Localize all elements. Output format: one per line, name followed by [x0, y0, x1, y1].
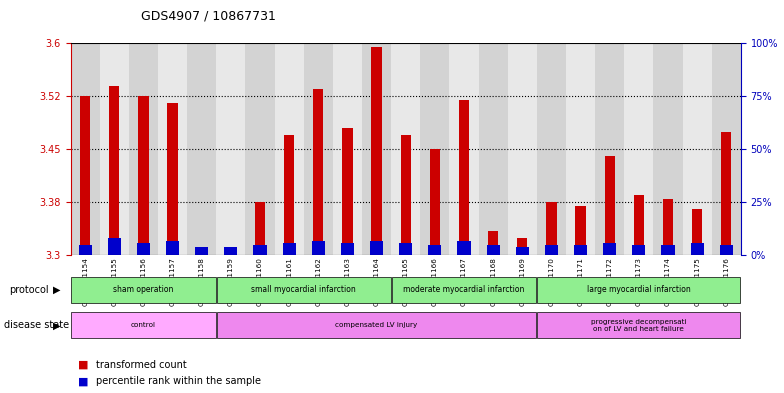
Bar [663, 199, 673, 255]
Bar [478, 43, 508, 255]
Bar [343, 128, 353, 255]
Bar [284, 135, 294, 255]
Bar [100, 43, 129, 255]
Bar [362, 43, 391, 255]
Bar [633, 245, 645, 255]
Text: compensated LV injury: compensated LV injury [336, 322, 418, 328]
Text: moderate myocardial infarction: moderate myocardial infarction [403, 285, 524, 294]
Bar [166, 241, 179, 255]
Bar [720, 245, 733, 255]
Bar [595, 43, 624, 255]
Text: small myocardial infarction: small myocardial infarction [252, 285, 356, 294]
Bar [624, 43, 653, 255]
Bar [653, 43, 683, 255]
Text: ■: ■ [78, 360, 89, 370]
Bar [312, 241, 325, 255]
Bar [80, 96, 90, 255]
Bar [245, 43, 274, 255]
Bar [545, 245, 558, 255]
Bar [168, 103, 178, 255]
Text: ▶: ▶ [53, 285, 61, 295]
Bar [401, 135, 411, 255]
Bar [224, 247, 238, 255]
Bar [107, 239, 121, 255]
Bar [391, 43, 420, 255]
Bar [575, 206, 586, 255]
Text: control: control [131, 322, 156, 328]
Bar [399, 243, 412, 255]
Bar [333, 43, 362, 255]
Bar [633, 195, 644, 255]
Bar [487, 245, 499, 255]
Bar [692, 209, 702, 255]
Bar [71, 277, 216, 303]
Bar [428, 245, 441, 255]
Bar [195, 247, 209, 255]
Bar [226, 250, 236, 255]
Bar [71, 43, 100, 255]
Bar [341, 243, 354, 255]
Bar [683, 43, 712, 255]
Text: sham operation: sham operation [113, 285, 173, 294]
Bar [253, 245, 267, 255]
Bar [517, 238, 528, 255]
Bar [109, 86, 119, 255]
Bar [603, 243, 616, 255]
Bar [217, 312, 536, 338]
Text: progressive decompensati
on of LV and heart failure: progressive decompensati on of LV and he… [591, 319, 687, 332]
Bar [449, 43, 478, 255]
Bar [721, 132, 731, 255]
Bar [313, 89, 323, 255]
Text: percentile rank within the sample: percentile rank within the sample [96, 376, 260, 386]
Bar [392, 277, 536, 303]
Bar [537, 43, 566, 255]
Bar [574, 245, 587, 255]
Bar [137, 243, 150, 255]
Bar [370, 241, 383, 255]
Bar [217, 277, 390, 303]
Bar [508, 43, 537, 255]
Bar [538, 312, 740, 338]
Bar [78, 245, 92, 255]
Bar [430, 149, 440, 255]
Bar [538, 277, 740, 303]
Bar [216, 43, 245, 255]
Bar [457, 241, 470, 255]
Text: large myocardial infarction: large myocardial infarction [587, 285, 691, 294]
Bar [282, 243, 296, 255]
Bar [187, 43, 216, 255]
Bar [662, 245, 674, 255]
Text: GDS4907 / 10867731: GDS4907 / 10867731 [141, 10, 276, 23]
Bar [566, 43, 595, 255]
Bar [459, 100, 469, 255]
Bar [691, 243, 704, 255]
Bar [420, 43, 449, 255]
Bar [129, 43, 158, 255]
Bar [604, 156, 615, 255]
Bar [488, 231, 499, 255]
Bar [138, 96, 148, 255]
Bar [255, 202, 265, 255]
Text: protocol: protocol [9, 285, 49, 295]
Bar [303, 43, 333, 255]
Bar [516, 247, 529, 255]
Text: transformed count: transformed count [96, 360, 187, 370]
Text: ■: ■ [78, 376, 89, 386]
Bar [546, 202, 557, 255]
Bar [372, 47, 382, 255]
Bar [197, 248, 207, 255]
Text: ▶: ▶ [53, 320, 61, 331]
Bar [712, 43, 741, 255]
Bar [274, 43, 303, 255]
Bar [71, 312, 216, 338]
Bar [158, 43, 187, 255]
Text: disease state: disease state [4, 320, 69, 331]
